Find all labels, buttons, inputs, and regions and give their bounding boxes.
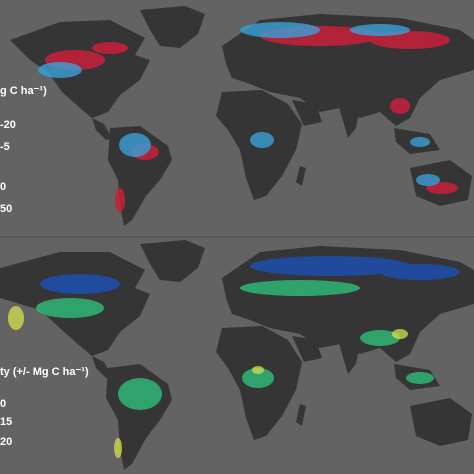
india [338,340,360,374]
central-america [92,356,112,378]
map-panel-uncertainty: ty (+/- Mg C ha⁻¹) 0 15 20 [0,238,474,474]
legend-item: 0 [0,181,7,193]
world-map-carbon-change [10,6,474,226]
legend-item: 20 [0,436,13,448]
legend-uncertainty: ty (+/- Mg C ha⁻¹) 0 15 20 [0,366,89,448]
uncertainty-overlay [8,256,460,458]
legend-carbon-change: g C ha⁻¹) -20 -5 0 50 [0,85,47,215]
world-map-uncertainty [0,240,474,470]
australia [410,398,472,446]
arabia [292,336,322,362]
carbon-change-overlay [38,22,458,212]
greenland [140,240,205,282]
legend-item: -5 [0,141,10,153]
map-panel-carbon-change: g C ha⁻¹) -20 -5 0 50 [0,0,474,236]
madagascar [296,166,306,186]
legend-item: 15 [0,416,13,428]
legend-title: g C ha⁻¹) [0,85,47,97]
greenland [140,6,205,48]
legend-item: -20 [0,119,16,131]
arabia [292,100,322,126]
legend-item: 0 [0,398,7,410]
panel-divider [0,236,474,238]
madagascar [296,404,306,426]
legend-item: 50 [0,203,13,215]
india [338,104,360,138]
legend-title: ty (+/- Mg C ha⁻¹) [0,366,89,378]
central-america [92,118,112,140]
